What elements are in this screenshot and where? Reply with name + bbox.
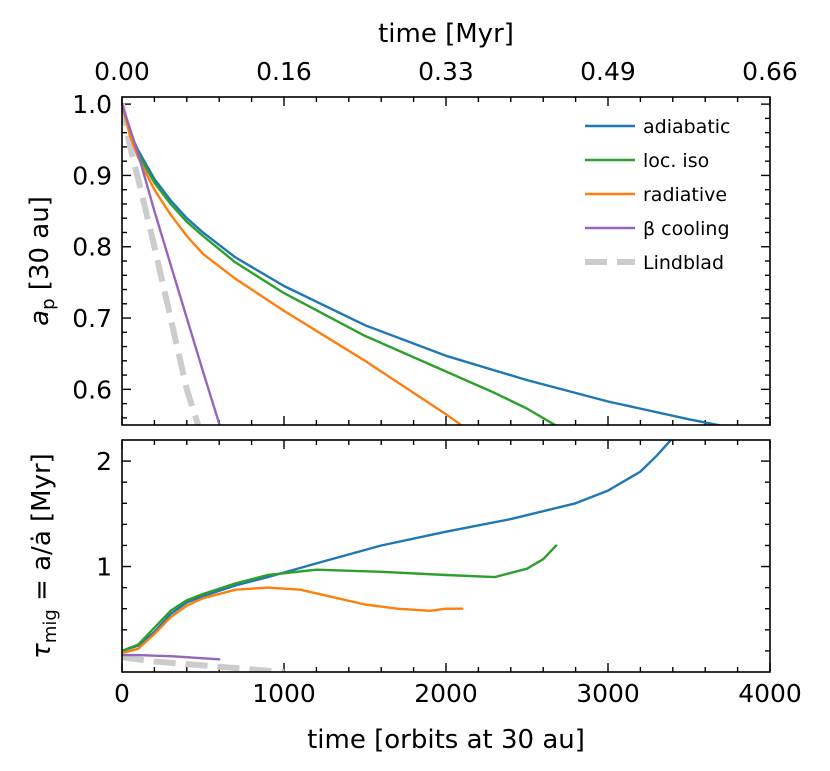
top-series-adiabatic — [122, 102, 723, 425]
top-x-tick-label: 0.66 — [742, 57, 798, 86]
bottom-panel-ticks — [121, 440, 771, 672]
legend-item: Lindblad — [585, 252, 724, 274]
top-panel-ticks — [121, 97, 771, 425]
bottom-series-radiative — [122, 586, 464, 655]
top-series-cooling — [122, 102, 221, 425]
y-tick-label: 2 — [96, 447, 112, 476]
bottom-panel: 12 0 1000 2000 3000 4000 — [96, 439, 802, 708]
bottom-series-loc-iso — [122, 544, 558, 653]
x-tick-label: 4000 — [738, 679, 802, 708]
top-panel-series — [122, 102, 723, 425]
top-y-label-rest: [30 au] — [25, 196, 55, 298]
y-tick-label: 1.0 — [72, 90, 112, 119]
bottom-y-axis-label: τmig = a/ȧ [Myr] — [27, 453, 61, 659]
bottom-series-adiabatic — [122, 440, 673, 653]
legend-label: β cooling — [643, 218, 730, 240]
top-y-tick-labels: 0.6 0.7 0.8 0.9 1.0 — [72, 90, 112, 404]
top-x-tick-labels: 0.00 0.16 0.33 0.49 0.66 — [94, 57, 798, 86]
bottom-x-tick-labels: 0 1000 2000 3000 4000 — [114, 679, 802, 708]
y-tick-label: 0.7 — [72, 304, 112, 333]
legend-label: Lindblad — [643, 252, 724, 274]
legend-label: adiabatic — [643, 116, 731, 138]
top-panel: 0.6 0.7 0.8 0.9 1.0 — [72, 90, 771, 426]
bottom-y-tick-labels: 12 — [96, 447, 112, 581]
bottom-panel-frame — [121, 439, 771, 673]
bottom-series-cooling — [122, 653, 221, 661]
x-tick-label: 1000 — [252, 679, 316, 708]
x-tick-label: 2000 — [414, 679, 478, 708]
top-series-loc-iso — [122, 102, 558, 425]
bottom-panel-series — [122, 440, 673, 672]
top-y-label-sub: p — [38, 298, 59, 309]
x-tick-label: 0 — [114, 679, 130, 708]
legend-item: adiabatic — [585, 116, 731, 138]
top-y-label-main: a — [25, 310, 55, 326]
top-panel-frame — [121, 96, 771, 426]
legend: adiabatic loc. iso radiative β cooling Lindb… — [585, 116, 731, 274]
top-x-axis-label: time [Myr] — [378, 19, 514, 49]
legend-item: radiative — [585, 184, 727, 206]
y-tick-label: 0.9 — [72, 161, 112, 190]
top-y-axis-label: ap [30 au] — [25, 196, 59, 326]
top-x-tick-label: 0.16 — [256, 57, 312, 86]
bottom-x-axis-label: time [orbits at 30 au] — [307, 725, 585, 755]
y-tick-label: 0.8 — [72, 233, 112, 262]
legend-label: radiative — [643, 184, 727, 206]
legend-label: loc. iso — [643, 150, 709, 172]
x-tick-label: 3000 — [576, 679, 640, 708]
y-tick-label: 1 — [96, 553, 112, 582]
top-series-lindblad — [122, 103, 201, 425]
legend-item: β cooling — [585, 218, 730, 240]
top-x-tick-label: 0.49 — [580, 57, 636, 86]
legend-item: loc. iso — [585, 150, 709, 172]
y-tick-label: 0.6 — [72, 375, 112, 404]
bottom-y-label-sub: mig — [40, 609, 61, 643]
top-series-radiative — [122, 102, 464, 425]
bottom-series-lindblad — [122, 654, 285, 672]
top-x-tick-label: 0.00 — [94, 57, 150, 86]
bottom-y-label-rest: = a/ȧ [Myr] — [27, 453, 57, 609]
bottom-y-label-main: τ — [27, 643, 57, 659]
top-x-tick-label: 0.33 — [418, 57, 474, 86]
